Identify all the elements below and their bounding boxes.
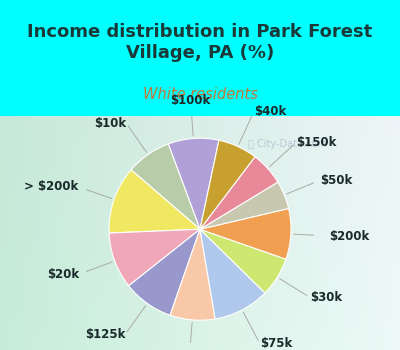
Wedge shape (200, 209, 291, 259)
Wedge shape (170, 229, 215, 320)
Text: $125k: $125k (85, 328, 125, 341)
Wedge shape (200, 182, 288, 229)
Text: $20k: $20k (47, 268, 79, 281)
Text: Income distribution in Park Forest
Village, PA (%): Income distribution in Park Forest Villa… (27, 23, 373, 62)
Text: $30k: $30k (310, 291, 342, 304)
Text: ⓘ City-Data.com: ⓘ City-Data.com (248, 139, 327, 149)
Wedge shape (109, 229, 200, 286)
Text: $10k: $10k (94, 117, 126, 130)
Text: White residents: White residents (142, 87, 258, 101)
Wedge shape (129, 229, 200, 315)
Wedge shape (131, 144, 200, 229)
Wedge shape (200, 229, 286, 293)
Text: > $200k: > $200k (24, 180, 78, 193)
Wedge shape (168, 138, 219, 229)
Text: $50k: $50k (320, 174, 352, 187)
Text: $100k: $100k (170, 94, 211, 107)
Wedge shape (200, 157, 278, 229)
Wedge shape (200, 229, 265, 319)
Text: $40k: $40k (254, 105, 286, 118)
Wedge shape (200, 140, 255, 229)
Text: $150k: $150k (296, 136, 336, 149)
Text: $75k: $75k (260, 337, 292, 350)
Wedge shape (109, 170, 200, 233)
Text: $200k: $200k (329, 230, 369, 243)
